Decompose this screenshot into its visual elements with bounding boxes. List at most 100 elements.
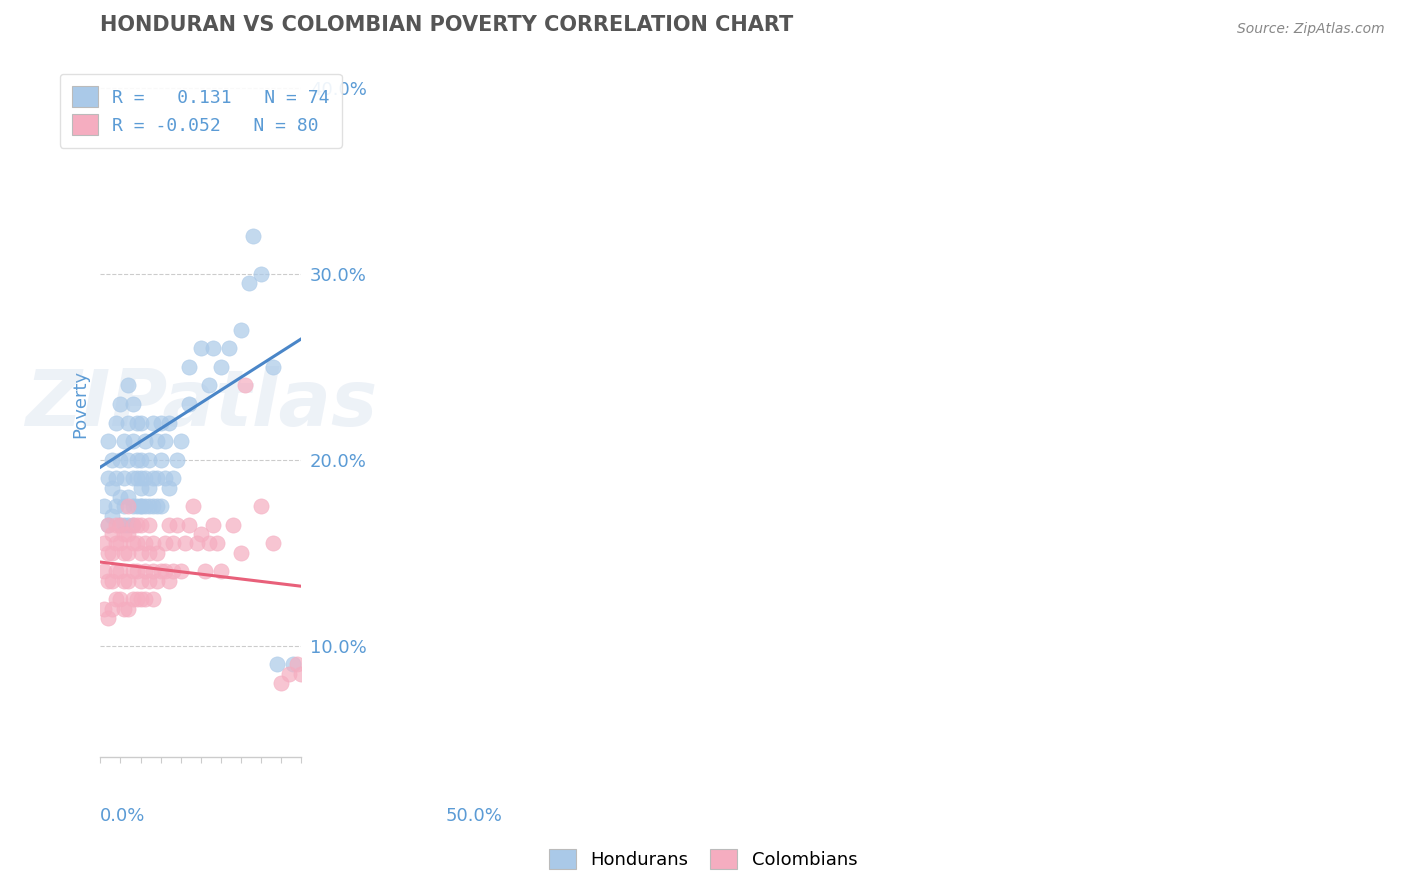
Point <box>166 517 188 532</box>
Point <box>114 500 136 514</box>
Point <box>125 592 148 607</box>
Point <box>129 481 152 495</box>
Point <box>170 565 193 579</box>
Point <box>105 536 128 550</box>
Point <box>129 452 152 467</box>
Point <box>262 536 284 550</box>
Point <box>129 546 152 560</box>
Point <box>121 500 143 514</box>
Point <box>105 517 128 532</box>
Point <box>138 452 160 467</box>
Legend: R =   0.131   N = 74, R = -0.052   N = 80: R = 0.131 N = 74, R = -0.052 N = 80 <box>59 74 342 148</box>
Point <box>149 452 172 467</box>
Point <box>177 359 200 374</box>
Point <box>114 546 136 560</box>
Point <box>93 601 115 615</box>
Point <box>142 416 165 430</box>
Text: HONDURAN VS COLOMBIAN POVERTY CORRELATION CHART: HONDURAN VS COLOMBIAN POVERTY CORRELATIO… <box>100 15 793 35</box>
Point <box>117 500 139 514</box>
Point <box>110 536 132 550</box>
Point <box>114 434 136 449</box>
Point <box>117 546 139 560</box>
Point <box>157 416 180 430</box>
Point <box>229 322 252 336</box>
Point <box>222 517 245 532</box>
Point <box>125 500 148 514</box>
Point <box>149 565 172 579</box>
Point <box>101 527 124 541</box>
Point <box>250 267 273 281</box>
Point <box>129 500 152 514</box>
Point <box>190 341 212 355</box>
Point <box>110 517 132 532</box>
Point <box>125 471 148 485</box>
Point <box>129 517 152 532</box>
Point <box>209 565 232 579</box>
Point <box>117 574 139 588</box>
Point <box>117 452 139 467</box>
Point <box>105 471 128 485</box>
Point <box>117 416 139 430</box>
Point <box>129 592 152 607</box>
Point <box>114 574 136 588</box>
Point <box>129 500 152 514</box>
Point <box>145 471 167 485</box>
Point <box>177 517 200 532</box>
Point <box>129 471 152 485</box>
Point <box>153 434 176 449</box>
Point <box>145 546 167 560</box>
Point <box>145 434 167 449</box>
Y-axis label: Poverty: Poverty <box>72 370 89 438</box>
Point <box>153 471 176 485</box>
Point <box>114 517 136 532</box>
Point <box>278 666 301 681</box>
Point <box>125 565 148 579</box>
Point <box>97 574 120 588</box>
Point <box>138 481 160 495</box>
Point <box>134 471 156 485</box>
Point <box>114 601 136 615</box>
Point <box>121 397 143 411</box>
Text: Source: ZipAtlas.com: Source: ZipAtlas.com <box>1237 22 1385 37</box>
Point <box>262 359 284 374</box>
Point <box>114 471 136 485</box>
Point <box>117 601 139 615</box>
Point <box>134 592 156 607</box>
Point <box>250 500 273 514</box>
Point <box>190 527 212 541</box>
Point <box>238 276 260 290</box>
Point <box>149 500 172 514</box>
Point <box>157 517 180 532</box>
Point <box>142 536 165 550</box>
Point <box>93 565 115 579</box>
Point <box>110 452 132 467</box>
Point <box>170 434 193 449</box>
Point <box>198 536 221 550</box>
Point <box>205 536 228 550</box>
Point <box>105 592 128 607</box>
Point <box>97 517 120 532</box>
Point <box>134 500 156 514</box>
Point <box>97 611 120 625</box>
Point <box>125 452 148 467</box>
Point <box>149 416 172 430</box>
Point <box>138 574 160 588</box>
Point <box>153 565 176 579</box>
Point <box>162 536 184 550</box>
Point <box>97 434 120 449</box>
Point <box>157 574 180 588</box>
Point <box>142 471 165 485</box>
Point <box>117 378 139 392</box>
Point <box>129 416 152 430</box>
Point <box>110 490 132 504</box>
Point <box>93 536 115 550</box>
Point <box>121 517 143 532</box>
Point <box>157 481 180 495</box>
Point <box>105 416 128 430</box>
Point <box>121 517 143 532</box>
Point <box>134 434 156 449</box>
Point <box>145 574 167 588</box>
Point <box>173 536 195 550</box>
Point <box>101 546 124 560</box>
Point <box>198 378 221 392</box>
